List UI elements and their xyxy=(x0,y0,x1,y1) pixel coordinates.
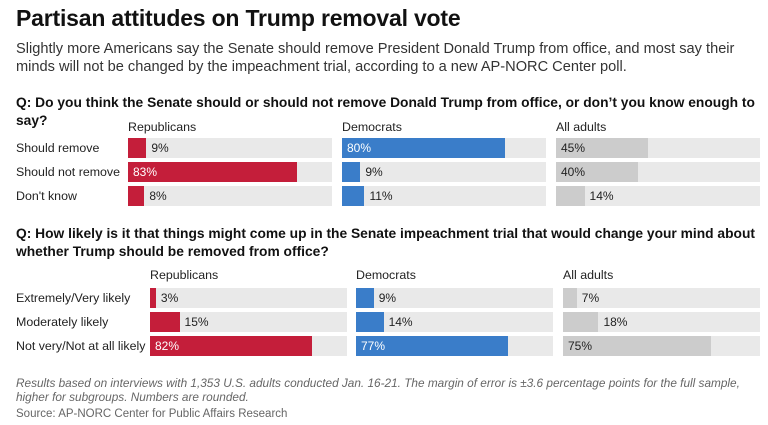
bar-track: 9% xyxy=(128,138,332,158)
bar-democrats xyxy=(356,336,508,356)
bar-track: 14% xyxy=(556,186,760,206)
data-label: 80% xyxy=(347,141,372,155)
series-header-democrats: Democrats xyxy=(356,268,416,282)
source-credit: Source: AP-NORC Center for Public Affair… xyxy=(16,408,288,420)
data-label: 9% xyxy=(151,141,169,155)
chart-title: Partisan attitudes on Trump removal vote xyxy=(16,5,461,31)
bar-republicans xyxy=(150,336,312,356)
category-label: Not very/Not at all likely xyxy=(16,339,146,353)
bar-track: 75% xyxy=(563,336,760,356)
bar-democrats xyxy=(356,288,374,308)
bar-democrats xyxy=(342,186,365,206)
bar-track: 77% xyxy=(356,336,553,356)
chart-subtitle: Slightly more Americans say the Senate s… xyxy=(16,41,735,75)
bar-republicans xyxy=(128,138,147,158)
series-header-democrats: Democrats xyxy=(342,120,402,134)
bar-democrats xyxy=(342,162,361,182)
data-label: 18% xyxy=(603,315,628,329)
data-label: 45% xyxy=(561,141,586,155)
bar-all-adults xyxy=(556,186,585,206)
data-label: 9% xyxy=(378,291,397,305)
category-label: Don't know xyxy=(16,189,77,203)
data-label: 40% xyxy=(561,165,586,179)
bar-track: 8% xyxy=(128,186,332,206)
data-label: 8% xyxy=(149,189,167,203)
bar-track: 3% xyxy=(150,288,347,308)
category-label: Extremely/Very likely xyxy=(16,291,131,305)
bar-track: 14% xyxy=(356,312,553,332)
data-label: 14% xyxy=(388,315,413,329)
series-header-republicans: Republicans xyxy=(128,120,197,134)
bar-all-adults xyxy=(563,288,577,308)
bar-track: 83% xyxy=(128,162,332,182)
bar-all-adults xyxy=(563,312,599,332)
bar-track: 7% xyxy=(563,288,760,308)
bar-republicans xyxy=(150,312,180,332)
bar-republicans xyxy=(128,162,298,182)
question-2: Q: How likely is it that things might co… xyxy=(16,226,755,259)
category-label: Should remove xyxy=(16,141,100,155)
data-label: 7% xyxy=(581,291,600,305)
data-label: 83% xyxy=(133,165,158,179)
bar-all-adults xyxy=(556,162,638,182)
data-label: 3% xyxy=(160,291,179,305)
bar-all-adults xyxy=(563,336,711,356)
bar-track: 9% xyxy=(342,162,546,182)
bar-track: 15% xyxy=(150,312,347,332)
bar-republicans xyxy=(150,288,156,308)
series-header-all-adults: All adults xyxy=(563,268,614,282)
bar-all-adults xyxy=(556,138,648,158)
data-label: 75% xyxy=(568,339,593,353)
bar-track: 80% xyxy=(342,138,546,158)
bar-democrats xyxy=(342,138,506,158)
category-label: Should not remove xyxy=(16,165,121,179)
series-header-republicans: Republicans xyxy=(150,268,219,282)
bar-republicans xyxy=(128,186,145,206)
data-label: 77% xyxy=(361,339,386,353)
bar-track: 18% xyxy=(563,312,760,332)
bar-track: 45% xyxy=(556,138,760,158)
category-label: Moderately likely xyxy=(16,315,109,329)
methodology-note: Results based on interviews with 1,353 U… xyxy=(16,376,740,404)
bar-democrats xyxy=(356,312,384,332)
bar-track: 11% xyxy=(342,186,546,206)
data-label: 11% xyxy=(369,189,393,203)
question-1: Q: Do you think the Senate should or sho… xyxy=(16,95,755,128)
bar-track: 82% xyxy=(150,336,347,356)
data-label: 82% xyxy=(155,339,180,353)
series-header-all-adults: All adults xyxy=(556,120,607,134)
bar-track: 9% xyxy=(356,288,553,308)
bar-track: 40% xyxy=(556,162,760,182)
data-label: 9% xyxy=(365,165,383,179)
data-label: 15% xyxy=(184,315,209,329)
data-label: 14% xyxy=(589,189,614,203)
